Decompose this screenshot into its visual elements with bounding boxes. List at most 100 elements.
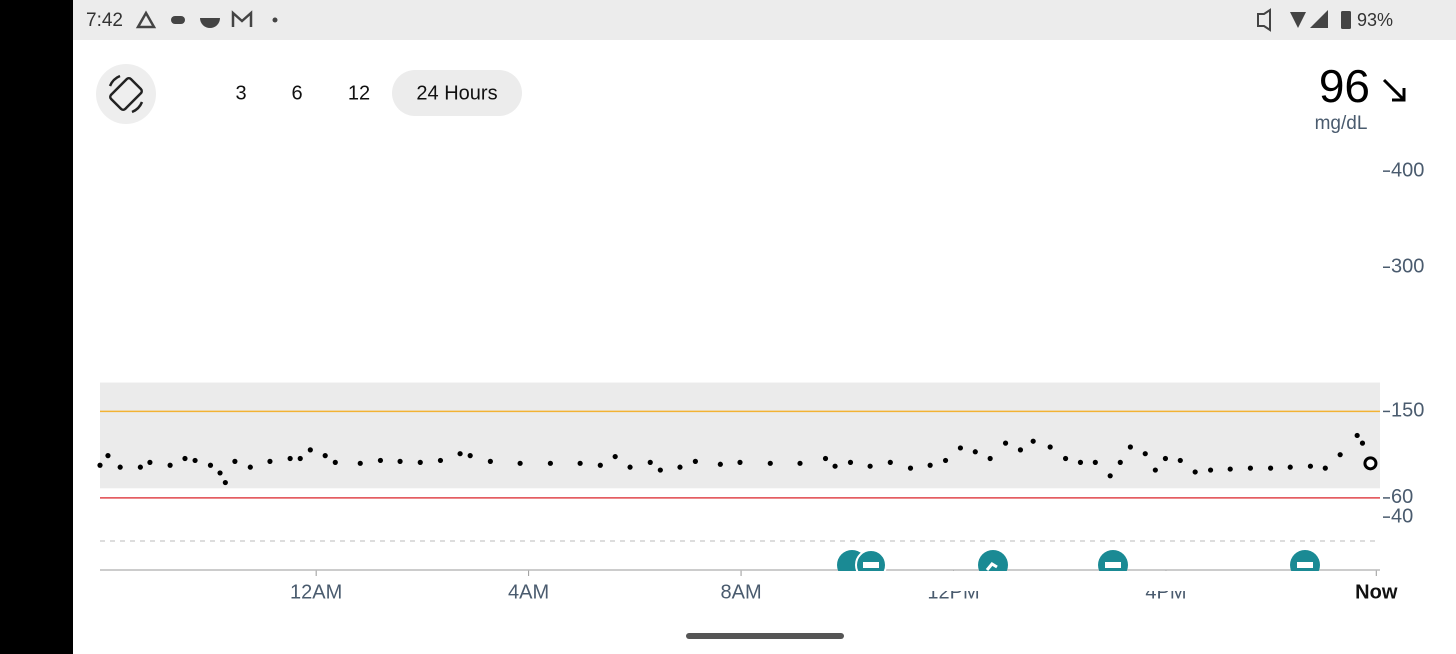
glucose-point [1002, 440, 1009, 446]
glucose-point [1092, 459, 1098, 465]
glucose-point [322, 453, 328, 459]
event-icons [820, 549, 1340, 591]
glucose-point [657, 467, 663, 473]
glucose-point [1117, 459, 1123, 465]
glucose-point [487, 458, 493, 464]
glucose-point [222, 479, 228, 486]
glucose-point [307, 447, 313, 453]
y-tick-label: 300 [1391, 256, 1424, 278]
glucose-point [1287, 464, 1293, 470]
glucose-point [232, 458, 238, 464]
glucose-point [1227, 466, 1233, 472]
glucose-point [927, 462, 933, 468]
reading-unit: mg/dL [1315, 113, 1368, 134]
y-tick-label: 150 [1391, 400, 1424, 422]
glucose-point [867, 463, 873, 469]
glucose-point [1177, 457, 1183, 464]
glucose-point [1322, 465, 1328, 471]
glucose-point [192, 457, 198, 464]
glucose-point [332, 459, 338, 465]
glucose-point [597, 462, 603, 468]
glucose-point [1047, 444, 1053, 450]
glucose-point [137, 464, 143, 470]
glucose-point [397, 458, 403, 464]
glucose-point [612, 453, 618, 460]
glucose-point [717, 461, 723, 467]
glucose-point [117, 464, 123, 470]
glucose-point [647, 459, 653, 465]
glucose-point [832, 463, 838, 469]
glucose-point [887, 459, 893, 465]
glucose-point [357, 460, 363, 466]
battery-level: 93% [1357, 10, 1393, 30]
glucose-point [437, 457, 444, 464]
glucose-point [1127, 444, 1133, 450]
glucose-point [692, 458, 698, 464]
glucose-point [1062, 455, 1069, 462]
glucose-point [1207, 467, 1214, 473]
glucose-point [547, 460, 553, 466]
x-tick-label: 12AM [290, 581, 342, 603]
glucose-point [97, 462, 103, 468]
y-tick-label: 60 [1391, 486, 1413, 508]
glucose-point [147, 459, 153, 465]
range-button[interactable]: 24 Hours [416, 82, 497, 104]
glucose-point [1077, 459, 1084, 465]
glucose-point [207, 462, 214, 468]
glucose-point [1354, 432, 1360, 439]
glucose-point [417, 459, 423, 465]
glucose-point [267, 458, 273, 464]
glucose-point [907, 465, 914, 471]
home-indicator [686, 633, 844, 639]
range-selected-bg [392, 70, 522, 116]
glucose-point [467, 453, 473, 459]
left-bezel [0, 0, 73, 654]
glucose-point [942, 457, 949, 464]
range-button[interactable]: 6 [291, 82, 302, 104]
rotate-icon [108, 74, 144, 114]
x-tick-label: 4AM [508, 581, 549, 603]
glucose-point [1192, 469, 1198, 475]
range-button[interactable]: 12 [348, 82, 370, 104]
y-tick-label: 400 [1391, 159, 1424, 181]
status-icons [135, 8, 1351, 32]
glucose-point [247, 464, 253, 470]
glucose-point [972, 449, 978, 455]
rotate-button[interactable] [96, 64, 156, 124]
glucose-point [167, 462, 173, 468]
glucose-point [577, 460, 583, 466]
glucose-point [1152, 467, 1158, 473]
glucose-point [1142, 451, 1148, 457]
glucose-point [1017, 447, 1024, 453]
glucose-point [182, 455, 188, 462]
current-point [1363, 456, 1378, 471]
glucose-point [737, 459, 743, 465]
glucose-point [1359, 440, 1366, 446]
target-band [100, 382, 1380, 489]
trend-arrow [1382, 78, 1406, 102]
glucose-point [517, 460, 523, 466]
range-button[interactable]: 3 [235, 82, 246, 104]
glucose-point [677, 464, 683, 470]
glucose-point [822, 455, 829, 462]
status-bar [73, 0, 1456, 40]
glucose-point [767, 460, 773, 466]
glucose-point [1307, 463, 1314, 469]
current-reading: 96 [1319, 60, 1370, 112]
glucose-point [1337, 452, 1343, 458]
y-tick-label: 40 [1391, 505, 1413, 527]
glucose-point [1267, 465, 1274, 471]
glucose-point [377, 457, 384, 464]
glucose-point [287, 455, 293, 462]
x-tick-label: 8AM [720, 581, 761, 603]
glucose-point [1107, 473, 1113, 479]
glucose-point [1247, 465, 1254, 471]
glucose-point [297, 455, 303, 462]
glucose-point [217, 470, 223, 476]
glucose-point [1030, 438, 1036, 444]
glucose-point [847, 459, 854, 465]
glucose-point [797, 460, 803, 466]
x-tick-label: Now [1355, 581, 1398, 603]
glucose-point [957, 445, 964, 451]
